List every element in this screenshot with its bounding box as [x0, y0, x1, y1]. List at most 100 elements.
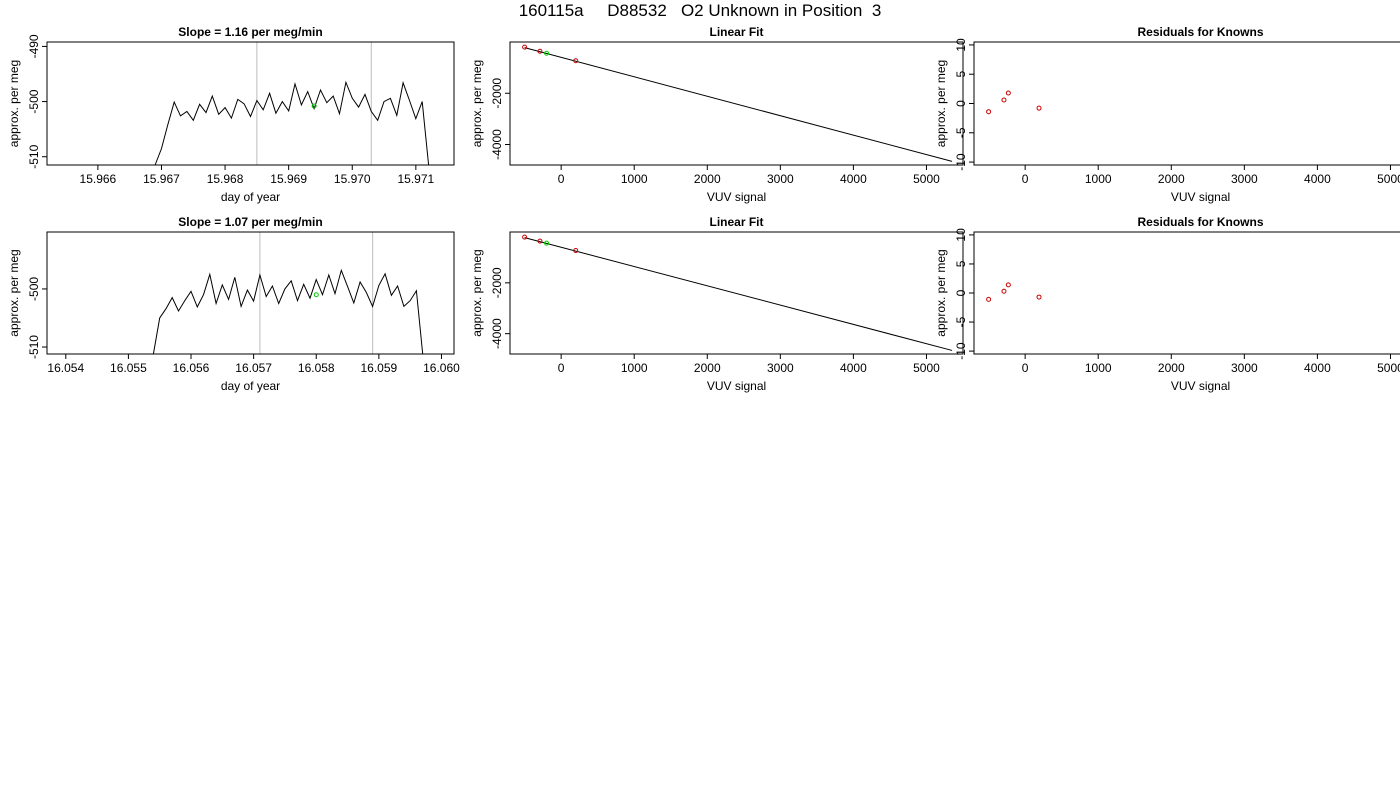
fit-line — [524, 237, 953, 351]
linear-fit-chart-2: Linear Fit 0 1000 2000 3000 4000 5000 -2000 -400… — [470, 215, 964, 393]
x-tick-label: 15.967 — [143, 172, 180, 186]
y-tick-label: -510 — [27, 144, 41, 168]
x-tick-label: 0 — [558, 361, 565, 375]
x-axis-label: VUV signal — [1171, 379, 1230, 393]
x-tick-label: 0 — [558, 172, 565, 186]
fit-line — [524, 47, 953, 162]
slope-timeseries-chart-2: Slope = 1.07 per meg/min 16.054 16.055 16.0… — [7, 215, 460, 393]
data-point — [1001, 288, 1007, 294]
data-point — [537, 48, 543, 54]
y-tick-label: 5 — [954, 260, 968, 267]
y-axis-label: approx. per meg — [934, 249, 948, 336]
x-tick-label: 16.055 — [110, 361, 147, 375]
x-axis-label: VUV signal — [707, 190, 766, 204]
x-tick-label: 3000 — [1231, 172, 1258, 186]
y-tick-label: -510 — [27, 335, 41, 359]
data-point — [986, 109, 992, 115]
linear-fit-chart-1: Linear Fit 0 1000 2000 3000 4000 5000 -2000 -400… — [470, 25, 964, 204]
x-tick-label: 4000 — [840, 361, 867, 375]
data-point — [544, 50, 550, 56]
x-tick-label: 4000 — [840, 172, 867, 186]
x-tick-label: 16.058 — [298, 361, 335, 375]
x-tick-label: 2000 — [1158, 172, 1185, 186]
x-tick-label: 3000 — [767, 172, 794, 186]
x-tick-label: 2000 — [1158, 361, 1185, 375]
y-tick-label: -4000 — [490, 318, 504, 349]
data-point — [522, 234, 528, 240]
x-tick-label: 5000 — [913, 361, 940, 375]
y-axis-label: approx. per meg — [934, 60, 948, 147]
y-tick-label: -5 — [954, 316, 968, 327]
x-tick-label: 4000 — [1304, 172, 1331, 186]
residuals-chart-1: Residuals for Knowns 0 1000 2000 3000 4000 500… — [934, 25, 1400, 204]
x-tick-label: 1000 — [1085, 172, 1112, 186]
x-tick-label: 5000 — [1377, 172, 1400, 186]
data-point — [1036, 105, 1042, 111]
x-axis-label: day of year — [221, 379, 280, 393]
y-tick-label: -10 — [954, 342, 968, 360]
slope-timeseries-chart-1: Slope = 1.16 per meg/min 15.966 15.967 15.9… — [7, 25, 455, 204]
x-axis-label: VUV signal — [707, 379, 766, 393]
data-point — [1036, 294, 1042, 300]
x-tick-label: 1000 — [621, 361, 648, 375]
x-tick-label: 0 — [1022, 172, 1029, 186]
data-point — [1001, 97, 1007, 103]
y-tick-label: -10 — [954, 153, 968, 171]
x-tick-label: 15.969 — [270, 172, 307, 186]
x-tick-label: 16.054 — [47, 361, 84, 375]
plot-frame — [46, 231, 455, 355]
data-point — [1005, 90, 1011, 96]
x-tick-label: 15.966 — [80, 172, 117, 186]
x-axis-label: VUV signal — [1171, 190, 1230, 204]
x-tick-label: 15.968 — [207, 172, 244, 186]
data-point — [537, 238, 543, 244]
x-tick-label: 4000 — [1304, 361, 1331, 375]
y-tick-label: 10 — [954, 38, 968, 52]
x-axis-label: day of year — [221, 190, 280, 204]
plot-frame — [46, 41, 455, 166]
x-tick-label: 3000 — [767, 361, 794, 375]
y-tick-label: 10 — [954, 228, 968, 242]
data-point — [522, 44, 528, 50]
data-point — [544, 240, 550, 246]
y-tick-label: 5 — [954, 71, 968, 78]
x-tick-label: 0 — [1022, 361, 1029, 375]
data-point — [573, 58, 579, 64]
data-point — [573, 248, 579, 254]
data-point — [311, 103, 317, 109]
x-tick-label: 16.059 — [361, 361, 398, 375]
x-tick-label: 16.060 — [423, 361, 460, 375]
x-tick-label: 1000 — [1085, 361, 1112, 375]
plot-frame — [973, 231, 1400, 355]
residuals-chart-2: Residuals for Knowns 0 1000 2000 3000 4000 500… — [934, 215, 1400, 393]
data-point — [1005, 282, 1011, 288]
y-tick-label: -500 — [27, 89, 41, 113]
plot-frame — [509, 41, 964, 166]
x-tick-label: 2000 — [694, 361, 721, 375]
x-tick-label: 15.970 — [334, 172, 371, 186]
x-tick-label: 2000 — [694, 172, 721, 186]
y-tick-label: -500 — [27, 277, 41, 301]
y-axis-label: approx. per meg — [7, 60, 21, 147]
chart-title: Slope = 1.07 per meg/min — [178, 215, 322, 229]
y-axis-label: approx. per meg — [470, 249, 484, 336]
x-tick-label: 5000 — [913, 172, 940, 186]
y-tick-label: -490 — [27, 34, 41, 58]
x-tick-label: 16.057 — [235, 361, 272, 375]
figure-title: 160115a D88532 O2 Unknown in Position 3 — [518, 1, 882, 20]
chart-title: Linear Fit — [709, 25, 763, 39]
y-tick-label: 0 — [954, 289, 968, 296]
y-tick-label: -5 — [954, 127, 968, 138]
plot-frame — [973, 41, 1400, 166]
chart-title: Residuals for Knowns — [1137, 215, 1263, 229]
y-axis-label: approx. per meg — [7, 249, 21, 336]
x-tick-label: 16.056 — [173, 361, 210, 375]
y-tick-label: -4000 — [490, 129, 504, 160]
series-line — [152, 268, 424, 355]
y-tick-label: -2000 — [490, 78, 504, 109]
x-tick-label: 5000 — [1377, 361, 1400, 375]
x-tick-label: 3000 — [1231, 361, 1258, 375]
plot-frame — [509, 231, 964, 355]
chart-title: Residuals for Knowns — [1137, 25, 1263, 39]
data-point — [313, 292, 319, 298]
